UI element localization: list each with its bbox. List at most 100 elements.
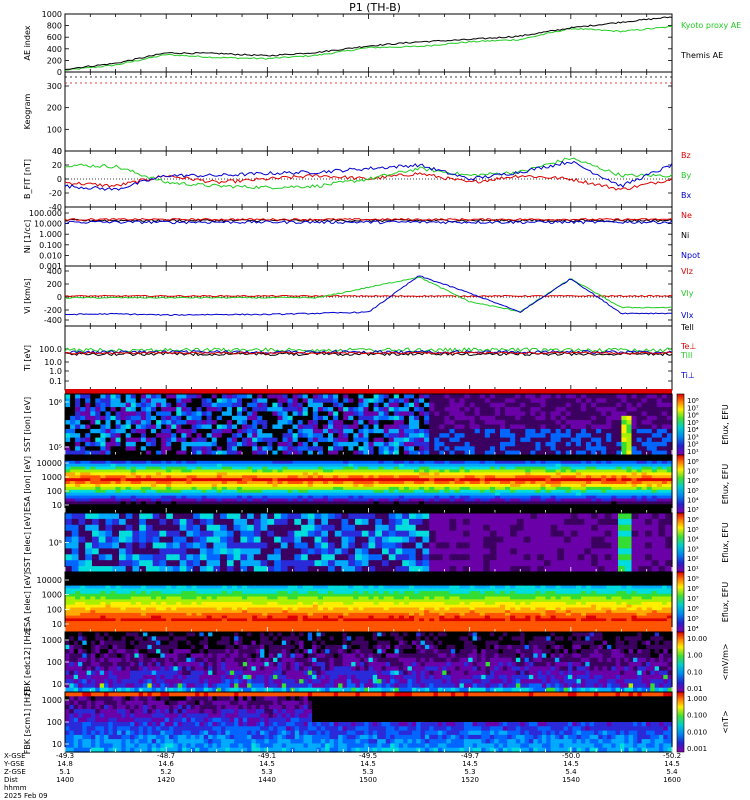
spectrogram-cell <box>545 455 552 459</box>
spectrogram-cell <box>626 501 633 505</box>
spectrogram-cell <box>282 424 289 430</box>
spectrogram-cell <box>343 455 349 459</box>
y-tick-label: 1.0 <box>49 367 62 376</box>
spectrogram-cell <box>414 457 420 462</box>
spectrogram-cell <box>621 420 628 426</box>
spectrogram-cell <box>596 460 602 465</box>
spectrogram-cell <box>459 437 466 443</box>
spectrogram-cell <box>120 492 127 497</box>
spectrogram-cell <box>606 498 612 502</box>
spectrogram-cell <box>378 415 385 421</box>
spectrogram-cell <box>520 424 526 430</box>
spectrogram-cell <box>505 411 511 417</box>
spectrogram-cell <box>601 486 607 491</box>
spectrogram-cell <box>424 492 430 497</box>
spectrogram-cell <box>530 441 537 447</box>
spectrogram-cell <box>439 460 445 465</box>
spectrogram-cell <box>505 402 511 408</box>
y-tick-label: 10⁶ <box>49 398 62 407</box>
spectrogram-cell <box>656 415 663 421</box>
spectrogram-cell <box>358 437 365 443</box>
spectrogram-cell <box>314 542 322 549</box>
spectrogram-cell <box>231 433 238 439</box>
spectrogram-cell <box>206 457 213 462</box>
spectrogram-cell <box>596 433 602 439</box>
spectrogram-cell <box>464 469 471 473</box>
spectrogram-cell <box>240 566 248 573</box>
spectrogram-cell <box>307 495 314 500</box>
spectrogram-cell <box>267 498 273 502</box>
spectrogram-cell <box>489 424 496 430</box>
spectrogram-cell <box>388 460 395 465</box>
spectrogram-cell <box>312 466 319 471</box>
spectrogram-cell <box>459 484 466 488</box>
spectrogram-cell <box>651 484 658 488</box>
spectrogram-cell <box>464 510 471 514</box>
spectrogram-cell <box>171 460 177 465</box>
spectrogram-cell <box>159 536 167 544</box>
spectrogram-cell <box>252 457 258 462</box>
y-tick-label: -20 <box>49 189 62 198</box>
spectrogram-cell <box>434 504 440 508</box>
spectrogram-cell <box>156 450 162 456</box>
spectrogram-cell <box>95 486 101 491</box>
spectrogram-cell <box>545 466 552 471</box>
spectrogram-cell <box>272 455 279 459</box>
spectrogram-cell <box>292 460 299 465</box>
legend-entry-bz: Bz <box>681 151 691 160</box>
spectrogram-cell <box>656 466 663 471</box>
spectrogram-cell <box>388 398 395 404</box>
spectrogram-cell <box>314 524 322 532</box>
spectrogram-cell <box>469 507 476 511</box>
spectrogram-cell <box>70 489 76 494</box>
spectrogram-cell <box>469 424 476 430</box>
spectrogram-cell <box>317 455 324 459</box>
spectrogram-cell <box>434 501 440 505</box>
spectrogram-cell <box>621 501 628 505</box>
spectrogram-cell <box>388 402 395 408</box>
spectrogram-cell <box>646 484 653 488</box>
spectrogram-cell <box>378 498 385 502</box>
spectrogram-cell <box>237 484 243 488</box>
spectrogram-cell <box>120 501 127 505</box>
spectrogram-cell <box>586 475 592 479</box>
spectrogram-cell <box>125 433 132 439</box>
spectrogram-cell <box>135 489 142 494</box>
spectrogram-cell <box>398 394 405 399</box>
spectrogram-cell <box>621 450 628 456</box>
spectrogram-cell <box>220 513 228 520</box>
spectrogram-cell <box>211 446 218 452</box>
spectrogram-cell <box>353 469 359 473</box>
spectrogram-cell <box>317 466 324 471</box>
spectrogram-cell <box>459 402 466 408</box>
spectrogram-cell <box>110 433 117 439</box>
spectrogram-cell <box>267 469 273 473</box>
spectrogram-cell <box>237 492 243 497</box>
spectrogram-cell <box>260 518 268 526</box>
spectrogram-cell <box>272 420 279 426</box>
spectrogram-cell <box>358 398 365 404</box>
spectrogram-cell <box>631 457 638 462</box>
spectrogram-cell <box>469 489 476 494</box>
spectrogram-cell <box>262 402 268 408</box>
spectrogram-cell <box>78 566 86 573</box>
spectrogram-cell <box>145 394 152 399</box>
spectrogram-cell <box>70 428 76 434</box>
spectrogram-cell <box>570 424 577 430</box>
spectrogram-cell <box>596 398 602 404</box>
spectrogram-cell <box>515 415 521 421</box>
spectrogram-cell <box>535 415 542 421</box>
spectrogram-cell <box>378 481 385 485</box>
spectrogram-cell <box>591 411 597 417</box>
spectrogram-cell <box>237 489 243 494</box>
spectrogram-cell <box>151 455 157 459</box>
spectrogram-cell <box>636 466 643 471</box>
spectrogram-cell <box>262 455 268 459</box>
spectrogram-cell <box>550 469 557 473</box>
spectrogram-cell <box>317 463 324 468</box>
spectrogram-cell <box>292 420 299 426</box>
spectrogram-cell <box>100 446 107 452</box>
spectrogram-cell <box>287 420 294 426</box>
spectrogram-cell <box>575 437 582 443</box>
spectrogram-cell <box>65 507 71 511</box>
